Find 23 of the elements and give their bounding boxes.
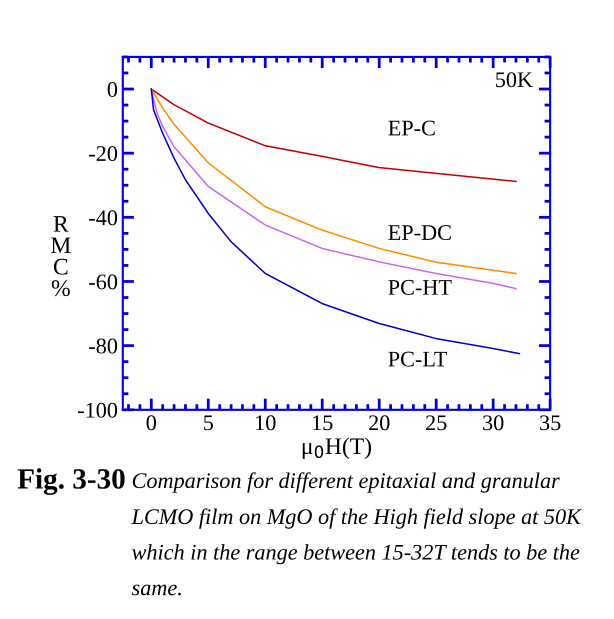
y-tick-label: 0 — [108, 82, 118, 97]
series-label: EP-DC — [388, 225, 451, 240]
x-tick-label: 5 — [204, 416, 213, 430]
series-label: PC-HT — [388, 280, 452, 295]
y-tick-label: -40 — [89, 210, 118, 226]
text: Comparison for different epitaxial and granular LCMO film on MgO of the High field slope at 50K which in the range between 15-32T tends to be the same. — [131, 472, 582, 596]
x-tick-label: 15 — [313, 415, 332, 430]
y-tick-label: -100 — [78, 402, 118, 418]
series-label: PC-LT — [388, 352, 448, 367]
y-tick-label: -80 — [89, 338, 118, 354]
annotation: 50K — [496, 72, 533, 88]
x-tick-label: 30 — [483, 415, 504, 430]
x-tick-label: 20 — [369, 415, 390, 430]
x-tick-label: 10 — [256, 415, 276, 430]
y-tick-label: -60 — [89, 274, 118, 290]
y-axis-title: RMC% — [51, 216, 71, 296]
series-label: EP-C — [388, 120, 435, 136]
caption: Fig. 3-30 — [18, 468, 125, 495]
x-tick-label: 0 — [146, 415, 156, 430]
x-axis-title: μ$_{0}$H(T) — [302, 438, 372, 460]
y-tick-label: -20 — [89, 146, 118, 162]
x-tick-label: 35 — [540, 415, 560, 430]
x-tick-label: 25 — [426, 415, 446, 430]
